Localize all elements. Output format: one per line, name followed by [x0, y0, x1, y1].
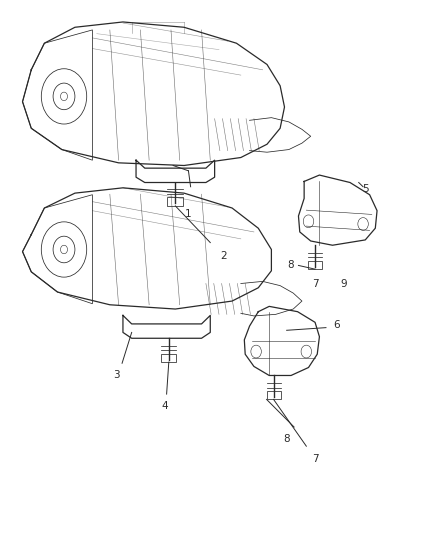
Text: 6: 6	[334, 320, 340, 330]
Text: 1: 1	[185, 209, 192, 220]
Text: 7: 7	[312, 454, 318, 464]
Text: 8: 8	[283, 434, 290, 445]
Text: 4: 4	[161, 401, 168, 411]
Text: 8: 8	[288, 261, 294, 270]
Text: 9: 9	[340, 279, 347, 288]
Text: 3: 3	[113, 370, 120, 381]
Text: 5: 5	[362, 184, 369, 195]
Text: 2: 2	[220, 251, 227, 261]
Text: 7: 7	[312, 279, 318, 288]
